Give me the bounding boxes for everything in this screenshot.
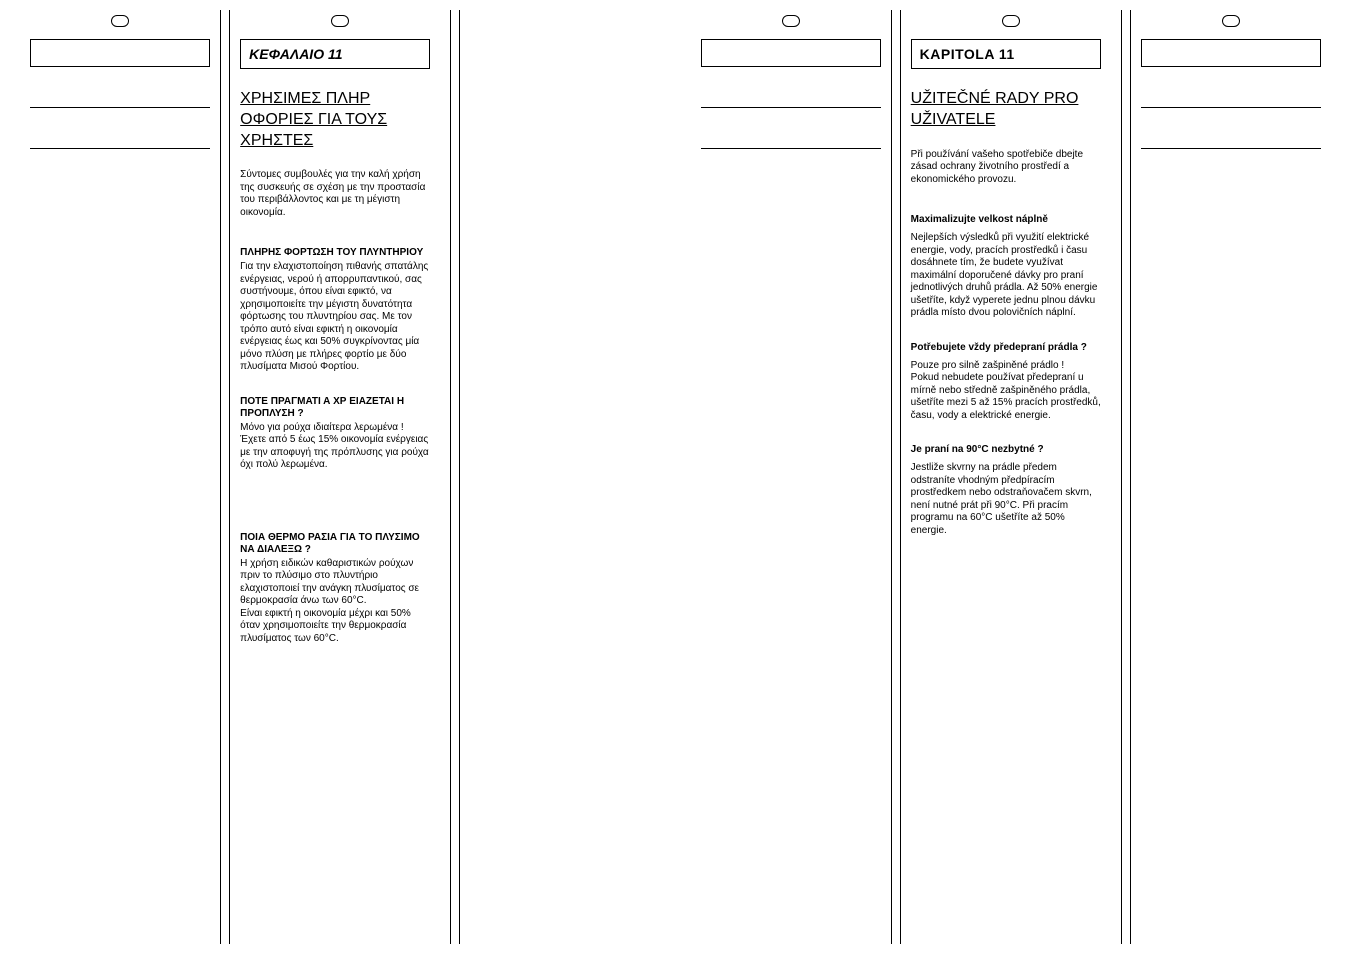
placeholder-line — [701, 107, 881, 108]
section-full-load: ΠΛΗΡΗΣ ΦΟΡΤΩΣΗ ΤΟΥ ΠΛΥΝΤΗΡΙΟΥ Για την ελ… — [240, 247, 430, 374]
col-content-czech: KAPITOLA 11 UŽITEČNÉ RADY PRO UŽIVATELE … — [900, 10, 1122, 944]
section-body: Nejlepších výsledků při využití elektric… — [911, 232, 1101, 320]
section-body: Pouze pro silně zašpiněné prádlo !Pokud … — [911, 360, 1101, 423]
chapter-label: ΚΕΦΑΛΑΙΟ 11 — [249, 46, 421, 62]
tab-indicator-icon — [782, 15, 800, 27]
section-body: Για την ελαχιστοποίηση πιθανής σπατάλης … — [240, 261, 430, 374]
section-title: Maximalizujte velkost náplně — [911, 214, 1101, 226]
placeholder-box — [30, 39, 210, 67]
placeholder-box — [701, 39, 881, 67]
section-prewash: Potřebujete vždy předepraní prádla ? Pou… — [911, 342, 1101, 423]
chapter-label: KAPITOLA 11 — [920, 46, 1092, 62]
col-right-blank — [459, 10, 660, 944]
col-left — [20, 10, 221, 944]
section-title: ΠΟΤΕ ΠΡΑΓΜΑΤΙ Α ΧΡ ΕΙΑΖΕΤΑΙ Η ΠΡΟΠΛΥΣΗ ? — [240, 396, 430, 420]
section-prewash: ΠΟΤΕ ΠΡΑΓΜΑΤΙ Α ΧΡ ΕΙΑΖΕΤΑΙ Η ΠΡΟΠΛΥΣΗ ?… — [240, 396, 430, 472]
intro-text: Σύντομες συμβουλές για την καλή χρήση τη… — [240, 169, 430, 219]
section-title: Potřebujete vždy předepraní prádla ? — [911, 342, 1101, 354]
placeholder-box — [1141, 39, 1321, 67]
chapter-heading-box: ΚΕΦΑΛΑΙΟ 11 — [240, 39, 430, 69]
col-left — [691, 10, 892, 944]
section-maximize-load: Maximalizujte velkost náplně Nejlepších … — [911, 214, 1101, 320]
tab-indicator-icon — [111, 15, 129, 27]
section-title: ΠΛΗΡΗΣ ΦΟΡΤΩΣΗ ΤΟΥ ΠΛΥΝΤΗΡΙΟΥ — [240, 247, 430, 259]
placeholder-line — [701, 148, 881, 149]
placeholder-line — [30, 107, 210, 108]
tab-indicator-icon — [1002, 15, 1020, 27]
page-greek: ΚΕΦΑΛΑΙΟ 11 ΧΡΗΣΙΜΕΣ ΠΛΗΡ ΟΦΟΡΙΕΣ ΓΙΑ ΤΟ… — [20, 10, 661, 944]
section-body: Η χρήση ειδικών καθαριστικών ρούχων πριν… — [240, 558, 430, 646]
placeholder-line — [1141, 148, 1321, 149]
chapter-heading-box: KAPITOLA 11 — [911, 39, 1101, 69]
section-title: Je praní na 90°C nezbytné ? — [911, 444, 1101, 456]
tab-indicator-icon — [331, 15, 349, 27]
main-heading: ΧΡΗΣΙΜΕΣ ΠΛΗΡ ΟΦΟΡΙΕΣ ΓΙΑ ΤΟΥΣ ΧΡΗΣΤΕΣ — [240, 89, 430, 151]
page-czech: KAPITOLA 11 UŽITEČNÉ RADY PRO UŽIVATELE … — [691, 10, 1332, 944]
tab-indicator-icon — [1222, 15, 1240, 27]
col-right — [1130, 10, 1331, 944]
section-temperature: ΠΟΙΑ ΘΕΡΜΟ ΡΑΣΙΑ ΓΙΑ ΤΟ ΠΛΥΣΙΜΟ ΝΑ ΔΙΑΛΕ… — [240, 532, 430, 646]
placeholder-line — [30, 148, 210, 149]
section-90c: Je praní na 90°C nezbytné ? Jestliže skv… — [911, 444, 1101, 537]
section-title: ΠΟΙΑ ΘΕΡΜΟ ΡΑΣΙΑ ΓΙΑ ΤΟ ΠΛΥΣΙΜΟ ΝΑ ΔΙΑΛΕ… — [240, 532, 430, 556]
intro-text: Při používání vašeho spotřebiče dbejte z… — [911, 149, 1101, 187]
section-body: Jestliže skvrny na prádle předem odstran… — [911, 462, 1101, 537]
col-content-greek: ΚΕΦΑΛΑΙΟ 11 ΧΡΗΣΙΜΕΣ ΠΛΗΡ ΟΦΟΡΙΕΣ ΓΙΑ ΤΟ… — [229, 10, 451, 944]
main-heading: UŽITEČNÉ RADY PRO UŽIVATELE — [911, 89, 1101, 131]
section-body: Μόνο για ρούχα ιδιαίτερα λερωμένα !Έχετε… — [240, 422, 430, 472]
placeholder-line — [1141, 107, 1321, 108]
